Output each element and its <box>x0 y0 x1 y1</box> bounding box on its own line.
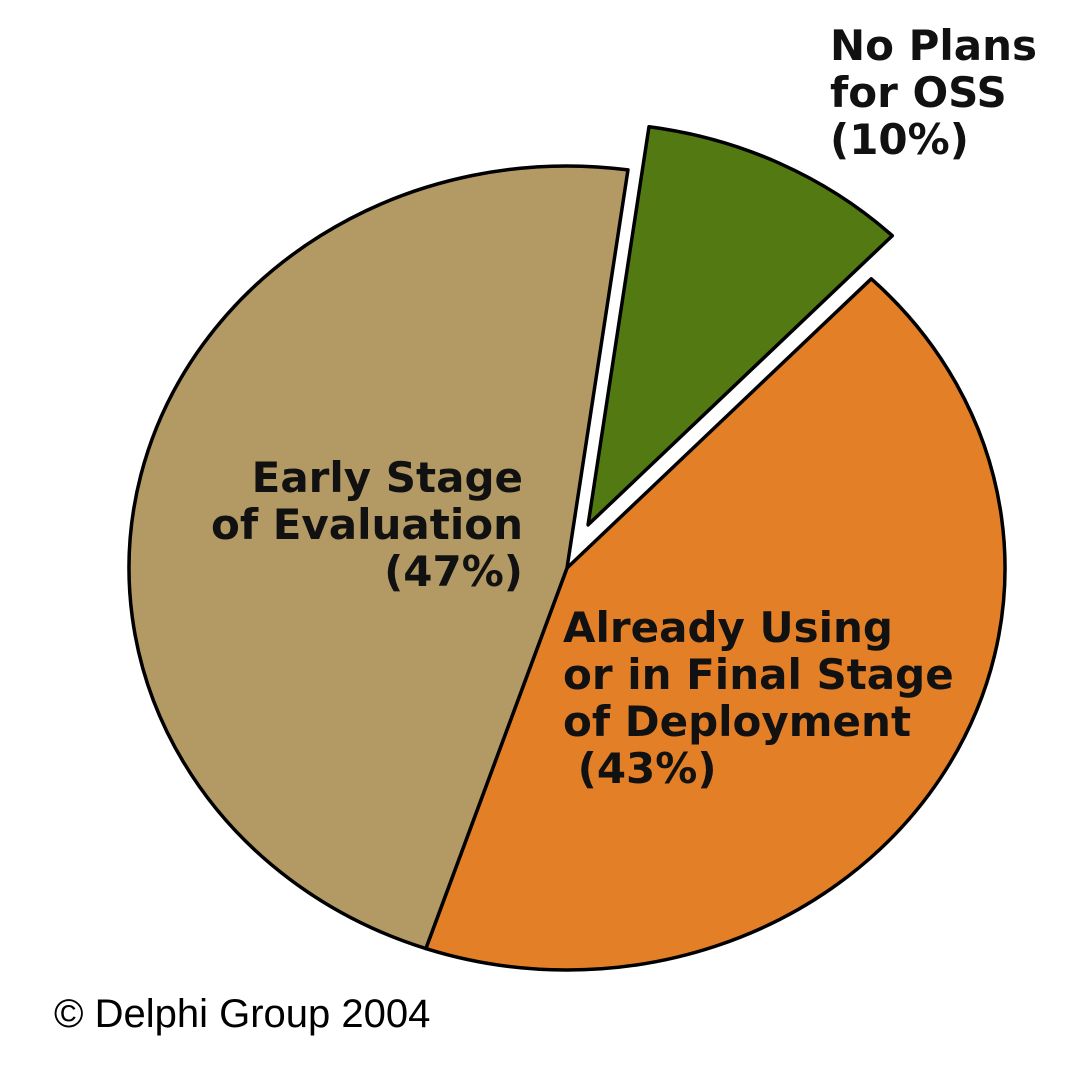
slice-label-line: or in Final Stage <box>563 650 954 699</box>
slice-label-line: for OSS <box>830 68 1007 117</box>
slice-label-already-using: Already Using or in Final Stage of Deploym… <box>563 603 954 793</box>
pie-labels: Already Using or in Final Stage of Deploym… <box>211 21 1037 793</box>
pie-slices <box>127 125 1007 972</box>
slice-label-early-stage: Early Stage of Evaluation (47%) <box>211 453 523 596</box>
pie-slice-no-plans <box>586 125 895 527</box>
slice-label-line: Already Using <box>563 603 893 652</box>
copyright-notice: © Delphi Group 2004 <box>54 992 431 1036</box>
slice-label-line: of Deployment <box>563 697 911 746</box>
slice-label-line: of Evaluation <box>211 500 523 549</box>
pie-slice-early-stage <box>127 164 630 951</box>
slice-label-line: No Plans <box>830 21 1037 70</box>
slice-label-line: Early Stage <box>252 453 523 502</box>
slice-label-line: (47%) <box>384 547 523 596</box>
slice-label-line: (10%) <box>830 115 969 164</box>
pie-slice-already-using <box>424 277 1007 972</box>
slice-label-no-plans: No Plans for OSS (10%) <box>830 21 1037 164</box>
slice-label-line: (43%) <box>563 744 717 793</box>
